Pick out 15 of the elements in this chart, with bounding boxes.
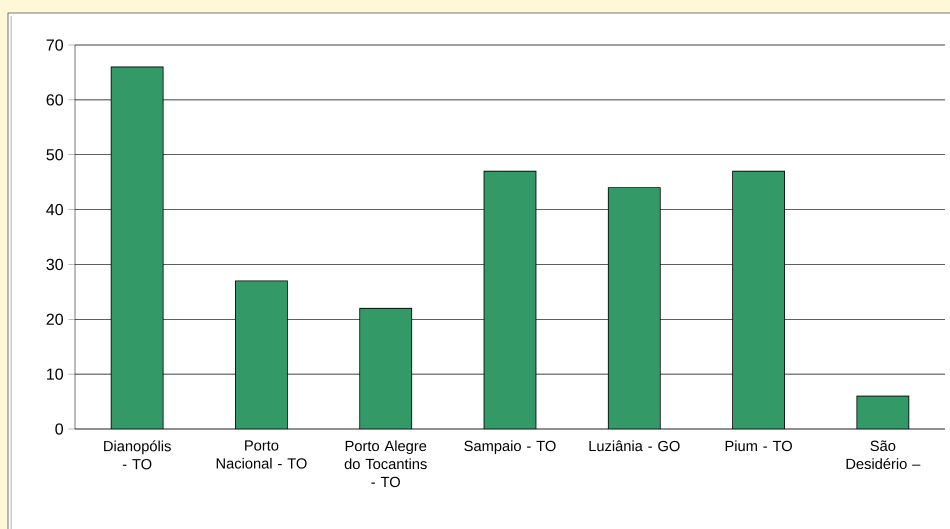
y-tick-label: 30 [46, 258, 64, 270]
x-tick-label: Porto Alegre do Tocantins - TO [344, 440, 427, 488]
x-tick-label: Luziânia - GO [589, 440, 680, 452]
x-tick-label: Pium - TO [726, 440, 792, 452]
y-tick-label: 60 [46, 94, 64, 106]
y-tick-label: 70 [46, 39, 64, 51]
y-tick-label: 40 [46, 204, 64, 216]
x-tick-label: Sampaio - TO [464, 440, 556, 454]
y-tick-label: 50 [46, 149, 64, 160]
y-tick-label: 10 [47, 368, 64, 380]
x-tick-label: Porto Nacional - TO [216, 440, 307, 469]
x-tick-label: São Desidério – [846, 440, 920, 470]
y-tick-label: 20 [46, 314, 64, 325]
x-tick-label: Dianopólis - TO [104, 440, 171, 470]
y-tick-label: 0 [55, 423, 64, 435]
